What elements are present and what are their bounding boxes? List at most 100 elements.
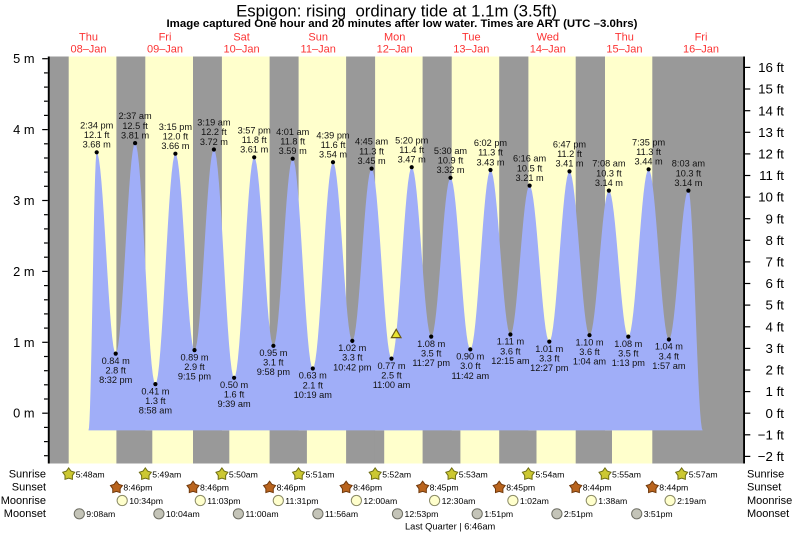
svg-text:11.3 ft: 11.3 ft	[359, 146, 384, 156]
svg-text:3.14 m: 3.14 m	[674, 178, 702, 188]
svg-text:8:44pm: 8:44pm	[583, 483, 612, 493]
svg-text:14 ft: 14 ft	[758, 103, 784, 118]
svg-text:3.59 m: 3.59 m	[279, 146, 307, 156]
svg-text:9:58 pm: 9:58 pm	[257, 367, 291, 377]
svg-text:10:04am: 10:04am	[166, 509, 200, 519]
svg-text:6:02 pm: 6:02 pm	[474, 138, 508, 148]
svg-text:2.8 ft: 2.8 ft	[105, 365, 126, 375]
svg-text:0.84 m: 0.84 m	[102, 356, 130, 366]
svg-text:2:51pm: 2:51pm	[564, 509, 593, 519]
svg-text:5:48am: 5:48am	[76, 469, 105, 479]
svg-text:11:00am: 11:00am	[245, 509, 278, 519]
svg-text:3.72 m: 3.72 m	[200, 137, 228, 147]
svg-text:Last Quarter | 6:46am: Last Quarter | 6:46am	[405, 522, 496, 532]
svg-text:2.1 ft: 2.1 ft	[303, 380, 324, 390]
svg-text:2 m: 2 m	[13, 264, 34, 279]
svg-text:8 ft: 8 ft	[766, 233, 785, 248]
svg-text:7 ft: 7 ft	[766, 255, 785, 270]
svg-text:Moonrise: Moonrise	[1, 495, 46, 507]
svg-text:10:19 am: 10:19 am	[294, 390, 333, 400]
svg-text:12–Jan: 12–Jan	[377, 43, 413, 55]
svg-text:8:46pm: 8:46pm	[277, 483, 306, 493]
svg-text:3.54 m: 3.54 m	[319, 150, 347, 160]
svg-text:8:46pm: 8:46pm	[200, 483, 229, 493]
svg-text:12.0 ft: 12.0 ft	[163, 131, 189, 141]
svg-text:16 ft: 16 ft	[758, 60, 784, 75]
svg-text:6:47 pm: 6:47 pm	[553, 140, 587, 150]
svg-text:10:34pm: 10:34pm	[129, 496, 163, 506]
svg-text:Fri: Fri	[159, 31, 172, 43]
svg-text:3.0 ft: 3.0 ft	[460, 361, 481, 371]
svg-text:5:55am: 5:55am	[612, 469, 641, 479]
svg-text:3:15 pm: 3:15 pm	[159, 122, 193, 132]
svg-text:3:19 am: 3:19 am	[197, 118, 231, 128]
svg-text:Sat: Sat	[233, 31, 250, 43]
svg-text:3.45 m: 3.45 m	[358, 156, 386, 166]
svg-text:0.95 m: 0.95 m	[259, 348, 287, 358]
svg-text:4:01 am: 4:01 am	[276, 127, 310, 137]
svg-text:9 ft: 9 ft	[766, 211, 785, 226]
svg-text:Espigon: rising ordinary tide: Espigon: rising ordinary tide at 1.1m (3…	[236, 2, 557, 21]
svg-text:13 ft: 13 ft	[758, 125, 784, 140]
svg-text:12.2 ft: 12.2 ft	[201, 127, 227, 137]
svg-text:3.66 m: 3.66 m	[161, 141, 189, 151]
svg-text:Mon: Mon	[384, 31, 405, 43]
svg-text:15–Jan: 15–Jan	[606, 43, 642, 55]
svg-text:1.02 m: 1.02 m	[338, 343, 366, 353]
svg-text:10.5 ft: 10.5 ft	[517, 163, 543, 173]
svg-text:11.3 ft: 11.3 ft	[478, 148, 503, 158]
svg-text:7:35 pm: 7:35 pm	[632, 137, 666, 147]
svg-text:5:53am: 5:53am	[459, 469, 488, 479]
svg-text:16–Jan: 16–Jan	[683, 43, 719, 55]
svg-text:3.41 m: 3.41 m	[555, 159, 583, 169]
svg-text:2.5 ft: 2.5 ft	[381, 370, 402, 380]
svg-text:1:13 pm: 1:13 pm	[612, 358, 646, 368]
svg-text:3.6 ft: 3.6 ft	[579, 347, 600, 357]
svg-text:Sunrise: Sunrise	[9, 468, 46, 480]
svg-text:1.08 m: 1.08 m	[614, 339, 642, 349]
svg-text:8:58 am: 8:58 am	[139, 406, 173, 416]
svg-text:12.5 ft: 12.5 ft	[122, 121, 148, 131]
svg-text:4:39 pm: 4:39 pm	[316, 130, 350, 140]
svg-text:15 ft: 15 ft	[758, 82, 784, 97]
svg-text:4 ft: 4 ft	[766, 319, 785, 334]
svg-text:12:27 pm: 12:27 pm	[530, 363, 569, 373]
svg-text:Wed: Wed	[537, 31, 559, 43]
svg-text:11:42 am: 11:42 am	[451, 371, 489, 381]
svg-text:2:19am: 2:19am	[677, 496, 706, 506]
svg-text:11:31pm: 11:31pm	[285, 496, 318, 506]
svg-text:8:45pm: 8:45pm	[506, 483, 535, 493]
svg-text:1.01 m: 1.01 m	[535, 344, 563, 354]
svg-text:3 ft: 3 ft	[766, 341, 785, 356]
svg-text:10:42 pm: 10:42 pm	[333, 362, 372, 372]
svg-text:8:45pm: 8:45pm	[430, 483, 459, 493]
svg-text:1.10 m: 1.10 m	[575, 337, 603, 347]
svg-text:1:51pm: 1:51pm	[484, 509, 513, 519]
svg-text:3.3 ft: 3.3 ft	[342, 353, 363, 363]
svg-text:4 m: 4 m	[13, 122, 34, 137]
svg-text:5:57am: 5:57am	[689, 469, 718, 479]
svg-text:Tue: Tue	[462, 31, 481, 43]
svg-text:5:30 am: 5:30 am	[434, 146, 468, 156]
svg-text:10–Jan: 10–Jan	[224, 43, 260, 55]
svg-text:11:27 pm: 11:27 pm	[412, 358, 450, 368]
svg-text:3:51pm: 3:51pm	[644, 509, 673, 519]
svg-text:11.8 ft: 11.8 ft	[242, 135, 267, 145]
svg-text:5:20 pm: 5:20 pm	[395, 135, 429, 145]
svg-text:8:03 am: 8:03 am	[672, 159, 706, 169]
svg-text:08–Jan: 08–Jan	[70, 43, 106, 55]
svg-text:Sunset: Sunset	[12, 482, 46, 494]
svg-text:8:46pm: 8:46pm	[123, 483, 152, 493]
svg-text:−2 ft: −2 ft	[758, 449, 785, 464]
svg-text:8:32 pm: 8:32 pm	[99, 375, 133, 385]
svg-text:0.90 m: 0.90 m	[456, 352, 484, 362]
svg-text:Sun: Sun	[308, 31, 328, 43]
svg-text:2:37 am: 2:37 am	[118, 111, 152, 121]
svg-text:7:08 am: 7:08 am	[592, 159, 626, 169]
svg-text:1.04 m: 1.04 m	[655, 342, 683, 352]
svg-text:5:52am: 5:52am	[382, 469, 411, 479]
svg-text:12:00am: 12:00am	[363, 496, 397, 506]
svg-text:10.3 ft: 10.3 ft	[676, 168, 702, 178]
svg-text:1 m: 1 m	[13, 335, 34, 350]
svg-text:5 ft: 5 ft	[766, 298, 785, 313]
